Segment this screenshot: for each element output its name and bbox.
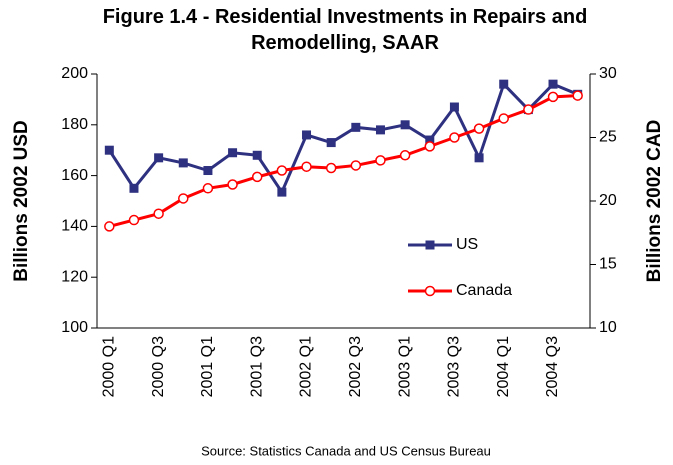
series-line	[108, 81, 579, 196]
y-tick-label: 120	[61, 268, 88, 285]
point	[399, 150, 411, 161]
x-tick-label: 2003 Q1	[396, 336, 413, 397]
point	[277, 187, 287, 197]
point	[228, 148, 238, 158]
x-tick-label: 2002 Q1	[298, 336, 315, 397]
legend-marker	[424, 285, 436, 297]
y-tick-label: 160	[61, 167, 88, 184]
point	[178, 193, 189, 204]
y2-tick-label: 25	[599, 129, 617, 146]
y-tick-label: 200	[61, 65, 88, 82]
point	[424, 141, 436, 152]
y2-tick-label: 15	[599, 256, 617, 273]
legend-marker	[425, 240, 435, 250]
point	[128, 214, 140, 226]
point	[523, 104, 534, 115]
x-tick-label: 2002 Q3	[347, 336, 364, 397]
y-tick-label: 140	[61, 218, 88, 235]
y-tick-label: 100	[61, 319, 88, 336]
point	[104, 221, 115, 232]
point	[203, 166, 213, 176]
point	[474, 153, 484, 163]
point	[153, 208, 164, 219]
point	[449, 102, 459, 112]
x-tick-label: 2003 Q3	[446, 336, 463, 397]
x-tick-label: 2001 Q1	[199, 336, 216, 397]
point	[202, 183, 214, 194]
x-tick-label: 2000 Q3	[150, 336, 167, 397]
point	[104, 145, 114, 155]
y2-tick-label: 30	[599, 65, 617, 82]
x-tick-label: 2004 Q1	[495, 336, 512, 397]
point	[350, 160, 362, 171]
point	[276, 165, 288, 176]
point	[473, 123, 485, 134]
point	[449, 132, 460, 143]
y2-axis-label: Billions 2002 CAD	[644, 120, 665, 283]
legend-label: Canada	[456, 282, 512, 299]
point	[572, 90, 583, 101]
y-axis-label: Billions 2002 USD	[11, 120, 32, 282]
point	[547, 91, 559, 103]
chart-title: Figure 1.4 - Residential Investments in …	[102, 6, 588, 54]
source-note: Source: Statistics Canada and US Census …	[201, 443, 491, 458]
point	[252, 150, 262, 160]
point	[178, 158, 188, 168]
point	[302, 130, 312, 140]
y-tick-label: 180	[61, 116, 88, 133]
x-tick-label: 2004 Q3	[544, 336, 561, 397]
point	[301, 161, 312, 172]
point	[325, 162, 337, 174]
point	[251, 171, 263, 183]
point	[129, 183, 139, 193]
point	[154, 153, 164, 163]
point	[227, 179, 238, 190]
legend-label: US	[456, 236, 478, 253]
point	[498, 113, 509, 124]
point	[351, 122, 361, 132]
x-tick-label: 2001 Q3	[248, 336, 265, 397]
point	[375, 125, 385, 135]
y2-tick-label: 20	[599, 192, 617, 209]
point	[326, 138, 336, 148]
point	[400, 120, 410, 130]
y2-tick-label: 10	[599, 319, 617, 336]
point	[425, 135, 435, 145]
point	[499, 79, 509, 89]
x-tick-label: 2000 Q1	[101, 336, 118, 397]
point	[375, 155, 386, 166]
point	[548, 79, 558, 89]
